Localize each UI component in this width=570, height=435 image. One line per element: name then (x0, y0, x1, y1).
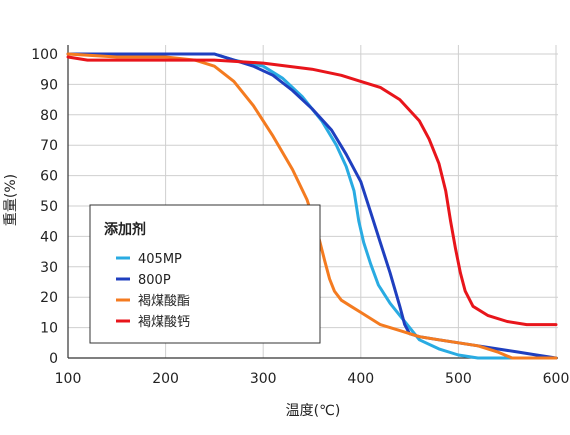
x-tick-label: 600 (543, 371, 570, 387)
y-tick-label: 60 (40, 169, 58, 185)
y-tick-label: 30 (40, 260, 58, 276)
y-tick-label: 90 (40, 77, 58, 93)
y-tick-labels: 0 10 20 30 40 50 60 70 80 90 100 (31, 47, 58, 367)
y-tick-label: 20 (40, 290, 58, 306)
legend-label: 405MP (138, 252, 182, 267)
y-tick-label: 10 (40, 321, 58, 337)
legend-label: 褐煤酸酯 (138, 294, 190, 309)
y-tick-label: 100 (31, 47, 58, 63)
x-tick-label: 400 (347, 371, 374, 387)
y-tick-label: 40 (40, 229, 58, 245)
legend-label: 褐煤酸钙 (138, 315, 190, 330)
x-tick-label: 100 (55, 371, 82, 387)
x-tick-labels: 100 200 300 400 500 600 (55, 371, 570, 387)
legend-title: 添加剂 (104, 221, 146, 238)
series-line-3 (66, 52, 558, 360)
y-tick-label: 70 (40, 138, 58, 154)
x-tick-label: 200 (152, 371, 179, 387)
series-lines (66, 52, 558, 360)
x-axis-title: 温度(℃) (286, 403, 341, 419)
legend-label: 800P (138, 273, 171, 288)
series-line-4 (66, 55, 558, 327)
y-axis-title: 重量(%) (3, 174, 19, 226)
x-tick-label: 500 (445, 371, 472, 387)
x-tick-label: 300 (250, 371, 277, 387)
y-tick-label: 50 (40, 199, 58, 215)
y-tick-label: 0 (49, 351, 58, 367)
y-tick-label: 80 (40, 108, 58, 124)
